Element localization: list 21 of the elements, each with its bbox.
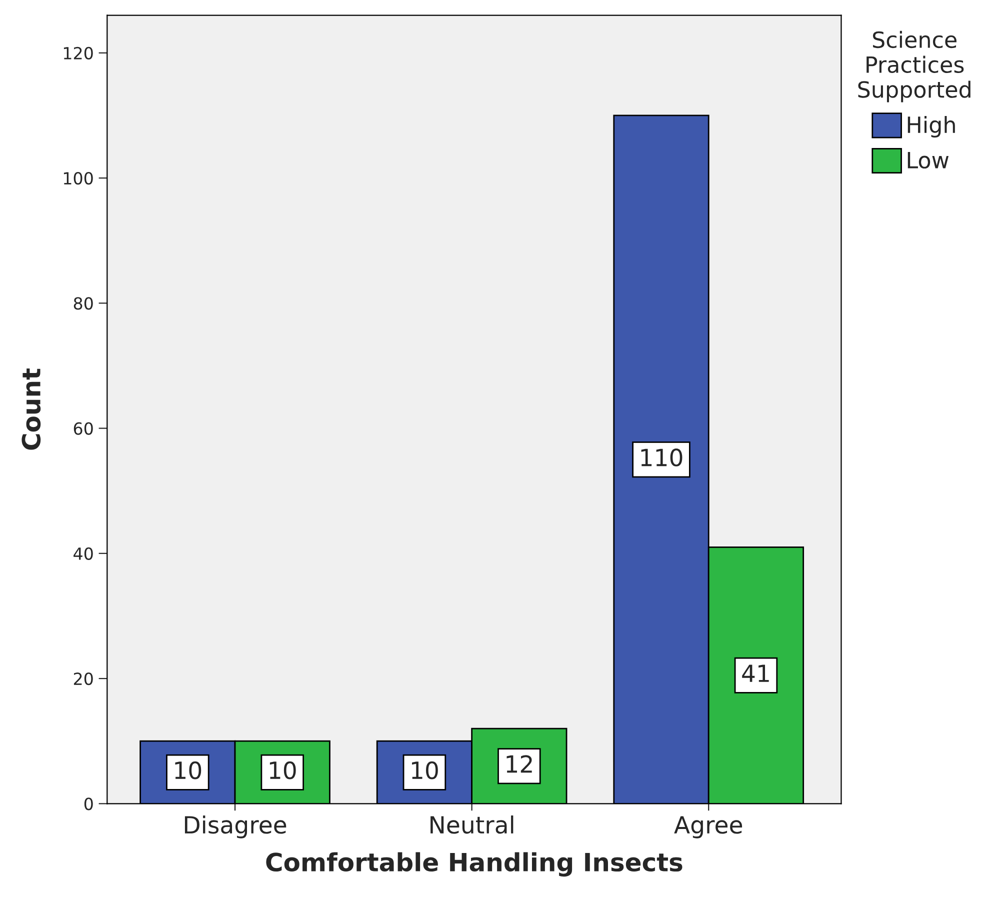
x-axis-title: Comfortable Handling Insects <box>266 852 682 877</box>
y-tick-label: 80 <box>74 297 93 310</box>
y-tick-label: 60 <box>74 422 93 435</box>
y-tick-label: 120 <box>64 46 93 60</box>
data-label: 41 <box>742 664 769 682</box>
legend-label: Low <box>908 152 949 169</box>
y-tick-label: 40 <box>74 547 93 560</box>
legend-label: High <box>908 116 955 138</box>
data-label: 12 <box>506 755 532 773</box>
x-tick-label: Agree <box>674 816 742 838</box>
y-tick-label: 20 <box>74 672 93 686</box>
y-tick-label: 0 <box>84 798 93 810</box>
y-axis-title: Count <box>22 368 41 450</box>
data-label: 10 <box>270 761 296 780</box>
legend-title: Science Practices Supported <box>858 30 970 102</box>
x-tick-label: Disagree <box>184 815 286 838</box>
data-label: 110 <box>641 448 682 466</box>
x-tick-label: Neutral <box>430 815 514 834</box>
data-label: 10 <box>412 761 438 780</box>
data-label: 10 <box>175 761 202 780</box>
y-tick-label: 100 <box>64 172 93 185</box>
